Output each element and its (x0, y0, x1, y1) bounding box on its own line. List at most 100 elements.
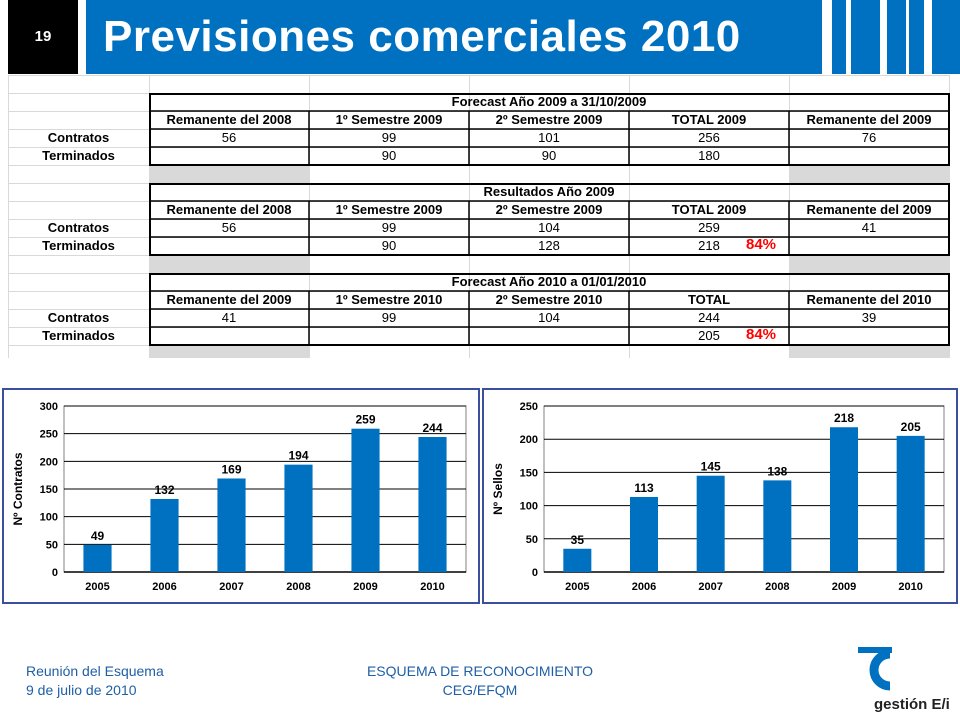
data-label: 138 (767, 464, 787, 478)
x-tick-label: 2006 (152, 581, 176, 593)
data-label: 145 (701, 460, 721, 474)
x-tick-label: 2009 (353, 581, 377, 593)
percent-label: 84% (746, 326, 777, 343)
column-header: 1º Semestre 2009 (335, 112, 443, 127)
value-cell: 180 (698, 148, 720, 163)
column-header: Remanente del 2008 (166, 112, 292, 127)
value-cell: 41 (861, 220, 877, 235)
bar-2010 (896, 435, 925, 572)
contratos-chart-svg: 0 50 100 150 200 250 300 49 2005 132 2006 169 2007 19… (11, 401, 467, 593)
data-label: 169 (221, 462, 241, 476)
table-title: Resultados Año 2009 (483, 184, 615, 199)
shaded-cell (789, 165, 949, 183)
y-tick-label: 0 (52, 567, 58, 579)
y-tick-label: 200 (520, 434, 538, 446)
value-cell: 104 (538, 220, 560, 235)
value-cell: 244 (698, 310, 720, 325)
y-tick-label: 250 (520, 401, 538, 413)
data-label: 132 (154, 483, 174, 497)
bar-2007 (217, 478, 246, 572)
value-cell: 128 (538, 238, 560, 253)
table-title: Forecast Año 2009 a 31/10/2009 (451, 94, 647, 109)
y-tick-label: 0 (532, 567, 538, 579)
slide-number: 19 (34, 28, 52, 45)
value-cell: 205 (698, 328, 720, 343)
value-cell: 218 (698, 238, 720, 253)
value-cell: 39 (861, 310, 877, 325)
value-cell: 90 (541, 148, 557, 163)
row-label: Contratos (47, 130, 110, 145)
data-label: 35 (571, 533, 585, 547)
y-tick-label: 50 (46, 539, 58, 551)
logo-text: gestión E/i (874, 696, 950, 713)
value-cell: 99 (381, 130, 397, 145)
title-bar (86, 0, 960, 74)
y-axis-label: Nº Contratos (11, 452, 25, 525)
x-tick-label: 2007 (219, 581, 243, 593)
y-tick-label: 150 (40, 484, 58, 496)
data-label: 49 (91, 529, 105, 543)
bar-2005 (83, 544, 112, 572)
bar-2009 (351, 428, 380, 572)
value-cell: 99 (381, 220, 397, 235)
value-cell: 104 (538, 310, 560, 325)
bar-2005 (563, 548, 592, 572)
x-tick-label: 2006 (632, 581, 656, 593)
data-label: 259 (355, 413, 375, 427)
y-tick-label: 200 (40, 456, 58, 468)
data-label: 194 (288, 449, 308, 463)
column-header: Remanente del 2009 (166, 292, 292, 307)
row-label: Terminados (42, 328, 115, 343)
y-tick-label: 50 (526, 534, 538, 546)
data-label: 244 (422, 421, 442, 435)
row-label: Contratos (47, 310, 110, 325)
x-tick-label: 2008 (765, 581, 789, 593)
data-label: 205 (901, 420, 921, 434)
value-cell: 56 (221, 130, 237, 145)
contratos-chart: 0 50 100 150 200 250 300 49 2005 132 2006 169 2007 19… (2, 388, 480, 604)
column-header: 1º Semestre 2010 (335, 292, 443, 307)
column-header: TOTAL (687, 292, 731, 307)
value-cell: 90 (381, 238, 397, 253)
sellos-chart-svg: 0 50 100 150 200 250 35 2005 113 2006 145 2007 138 20… (491, 401, 945, 593)
shaded-cell (789, 345, 949, 358)
shaded-cell (149, 345, 309, 358)
y-tick-label: 100 (520, 501, 538, 513)
percent-label: 84% (746, 236, 777, 253)
column-header: Remanente del 2008 (166, 202, 292, 217)
title-stripe (880, 0, 887, 74)
row-label: Contratos (47, 220, 110, 235)
column-header: 2º Semestre 2009 (495, 112, 603, 127)
column-header: 2º Semestre 2009 (495, 202, 603, 217)
bar-2010 (418, 436, 447, 572)
value-cell: 56 (221, 220, 237, 235)
sheet-grid (8, 75, 950, 358)
value-cell: 76 (861, 130, 877, 145)
x-tick-label: 2008 (286, 581, 310, 593)
bar-2009 (830, 427, 858, 572)
value-cell: 256 (698, 130, 720, 145)
column-header: Remanente del 2009 (806, 202, 932, 217)
y-axis-label: Nº Sellos (491, 463, 505, 515)
y-tick-label: 300 (40, 401, 58, 413)
y-tick-label: 150 (520, 467, 538, 479)
column-header: Remanente del 2009 (806, 112, 932, 127)
page-title: Previsiones comerciales 2010 (103, 12, 741, 61)
sellos-chart: 0 50 100 150 200 250 35 2005 113 2006 145 2007 138 20… (482, 388, 958, 604)
value-cell: 41 (221, 310, 237, 325)
title-stripe (906, 0, 909, 74)
gestion-logo: gestión E/i (850, 645, 960, 720)
bar-2008 (763, 480, 792, 572)
shaded-cell (149, 165, 309, 183)
column-header: 2º Semestre 2010 (495, 292, 603, 307)
footer-meeting-title: Reunión del Esquema (26, 663, 164, 679)
forecast-spreadsheet: Forecast Año 2009 a 31/10/2009 Remanente … (8, 75, 950, 358)
y-tick-label: 250 (40, 429, 58, 441)
data-label: 113 (634, 481, 654, 495)
title-stripe (822, 0, 832, 74)
slide-number-box: 19 (8, 0, 78, 74)
row-label: Terminados (42, 148, 115, 163)
bar-2008 (284, 464, 313, 572)
footer-meeting: Reunión del Esquema 9 de julio de 2010 (26, 662, 164, 700)
title-stripe (846, 0, 851, 74)
